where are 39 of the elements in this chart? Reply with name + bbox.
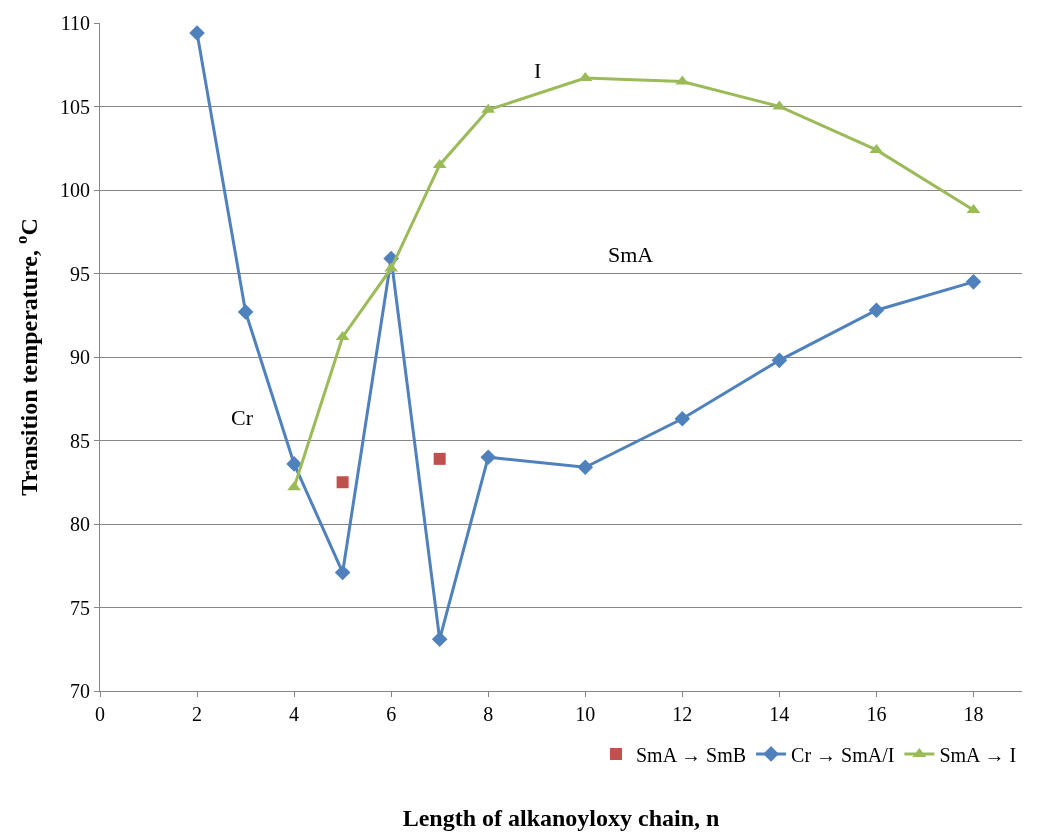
x-tick-label: 2 xyxy=(192,703,203,725)
y-tick-label: 110 xyxy=(60,12,90,34)
x-axis-title: Length of alkanoyloxy chain, n xyxy=(402,805,720,832)
point xyxy=(286,456,302,472)
point xyxy=(674,410,691,427)
x-tick-label: 4 xyxy=(289,703,300,725)
x-tick-label: 18 xyxy=(963,703,984,725)
y-tick-label: 80 xyxy=(70,513,90,535)
y-tick-label: 95 xyxy=(70,262,90,285)
point xyxy=(433,452,446,465)
point xyxy=(334,564,351,581)
y-tick-label: 85 xyxy=(70,429,90,452)
point xyxy=(336,476,349,489)
y-tick-label: 90 xyxy=(70,346,90,368)
y-tick-label: 75 xyxy=(70,596,90,619)
point xyxy=(577,459,594,476)
x-tick-label: 6 xyxy=(386,703,397,725)
point xyxy=(771,352,788,369)
x-tick-label: 16 xyxy=(866,703,887,725)
x-tick-label: 8 xyxy=(483,703,494,725)
annotation: Cr xyxy=(231,405,254,430)
point xyxy=(480,449,497,465)
point xyxy=(868,302,885,319)
annotation: I xyxy=(534,58,542,83)
x-tick-label: 10 xyxy=(575,703,596,725)
x-tick-label: 0 xyxy=(95,703,105,725)
x-tick-label: 14 xyxy=(769,703,790,725)
point xyxy=(431,631,448,648)
legend-label: Cr → SmA/I xyxy=(791,743,895,766)
y-tick-label: 100 xyxy=(60,179,90,201)
legend-label: SmA → SmB xyxy=(636,743,747,766)
point xyxy=(965,274,982,290)
legend-label: SmA → I xyxy=(939,743,1017,766)
y-tick-label: 70 xyxy=(70,680,90,702)
x-tick-label: 12 xyxy=(672,703,693,725)
annotation: SmA xyxy=(608,242,654,267)
point xyxy=(237,304,254,320)
point xyxy=(189,25,205,41)
y-tick-label: 105 xyxy=(60,95,90,118)
